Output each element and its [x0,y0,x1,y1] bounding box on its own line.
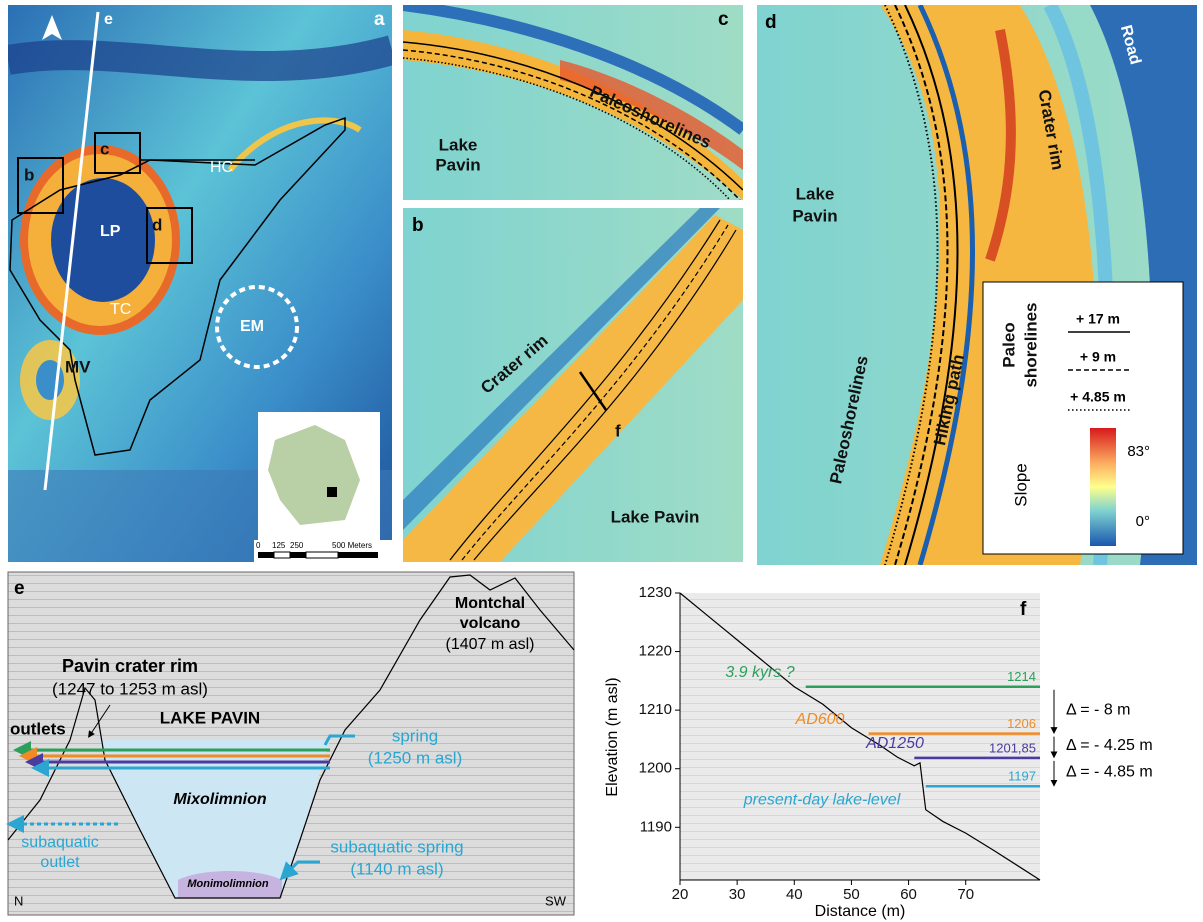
x-tick-label: 40 [786,886,803,903]
scale-label: 500 Meters [332,541,372,550]
panel-d: d Lake Pavin Paleoshorelines Hiking path… [757,5,1197,565]
label: subaquatic [21,834,98,851]
panel-e: e Montchal volcano (1407 m asl) Pavin cr… [8,572,574,915]
label: Monimolimnion [187,878,269,890]
x-tick-label: 50 [843,886,860,903]
map-label: d [152,215,162,234]
map-label: c [100,139,109,158]
panel-label: e [14,578,25,599]
level-name: 3.9 kyrs ? [725,664,794,681]
delta-label: Δ = - 4.85 m [1066,763,1153,780]
scale-label: 250 [290,541,304,550]
map-label: Lake [439,135,478,154]
map-label: e [104,11,113,28]
panel-label: a [374,9,385,30]
label: Montchal [455,595,525,612]
map-label: Lake [796,184,835,203]
label: volcano [460,615,521,632]
panel-label: b [412,215,424,236]
label: (1247 to 1253 m asl) [52,679,208,698]
label: N [14,893,23,908]
label: subaquatic spring [330,837,463,856]
label: Mixolimnion [173,791,267,808]
legend-title: Paleo [999,322,1018,367]
panel-a: a e b c d HC LP TC EM MV 0 125 250 500 M… [8,5,392,562]
label: (1250 m asl) [368,748,462,767]
map-label: EM [240,318,264,335]
map-label: LP [100,223,121,240]
legend-entry: + 17 m [1076,311,1120,327]
x-tick-label: 70 [957,886,974,903]
map-label: f [615,421,621,440]
legend-entry: + 4.85 m [1070,389,1126,405]
legend-entry: + 9 m [1080,349,1116,365]
level-name: AD1250 [865,735,924,752]
legend-scale: 0° [1136,513,1150,530]
label: spring [392,726,438,745]
label: SW [545,893,567,908]
level-value: 1214 [1007,669,1036,684]
x-tick-label: 20 [672,886,689,903]
scale-label: 0 [256,541,261,550]
level-value: 1197 [1008,769,1036,784]
legend-title: Slope [1011,463,1030,506]
label: Pavin crater rim [62,656,198,676]
delta-label: Δ = - 4.25 m [1066,737,1153,754]
panel-label: d [765,12,777,33]
scale-label: 125 [272,541,286,550]
level-name: present-day lake-level [743,792,901,809]
x-tick-label: 60 [900,886,917,903]
level-value: 1206 [1007,716,1036,731]
map-label: Pavin [792,206,837,225]
map-label: b [24,165,34,184]
label: (1407 m asl) [446,636,535,653]
label: LAKE PAVIN [160,708,260,727]
panel-c: c Lake Pavin Paleoshorelines [403,5,743,200]
level-name: AD600 [795,711,845,728]
y-tick-label: 1220 [639,643,672,660]
y-tick-label: 1200 [639,760,672,777]
map-label: MV [65,357,91,376]
panel-label: f [1020,599,1027,620]
y-tick-label: 1230 [639,584,672,601]
figure: a e b c d HC LP TC EM MV 0 125 250 500 M… [0,0,1203,922]
label: outlets [10,719,66,738]
label: outlet [40,854,80,871]
panel-label: c [718,9,729,30]
panel-f: f Distance (m) Elevation (m asl) 20 30 40 5… [604,584,1153,920]
map-label: Pavin [435,155,480,174]
map-label: TC [110,301,131,318]
y-axis-title: Elevation (m asl) [604,677,621,796]
legend-title: shorelines [1021,302,1040,387]
x-tick-label: 30 [729,886,746,903]
label: (1140 m asl) [350,859,443,878]
legend-scale: 83° [1127,443,1150,460]
map-label: HC [210,159,233,176]
delta-label: Δ = - 8 m [1066,701,1130,718]
level-value: 1201,85 [989,740,1036,755]
x-axis-title: Distance (m) [815,903,906,920]
y-tick-label: 1190 [640,818,672,835]
panel-b: b Crater rim f Lake Pavin [403,208,743,562]
y-tick-label: 1210 [639,701,672,718]
map-label: Lake Pavin [611,507,700,526]
